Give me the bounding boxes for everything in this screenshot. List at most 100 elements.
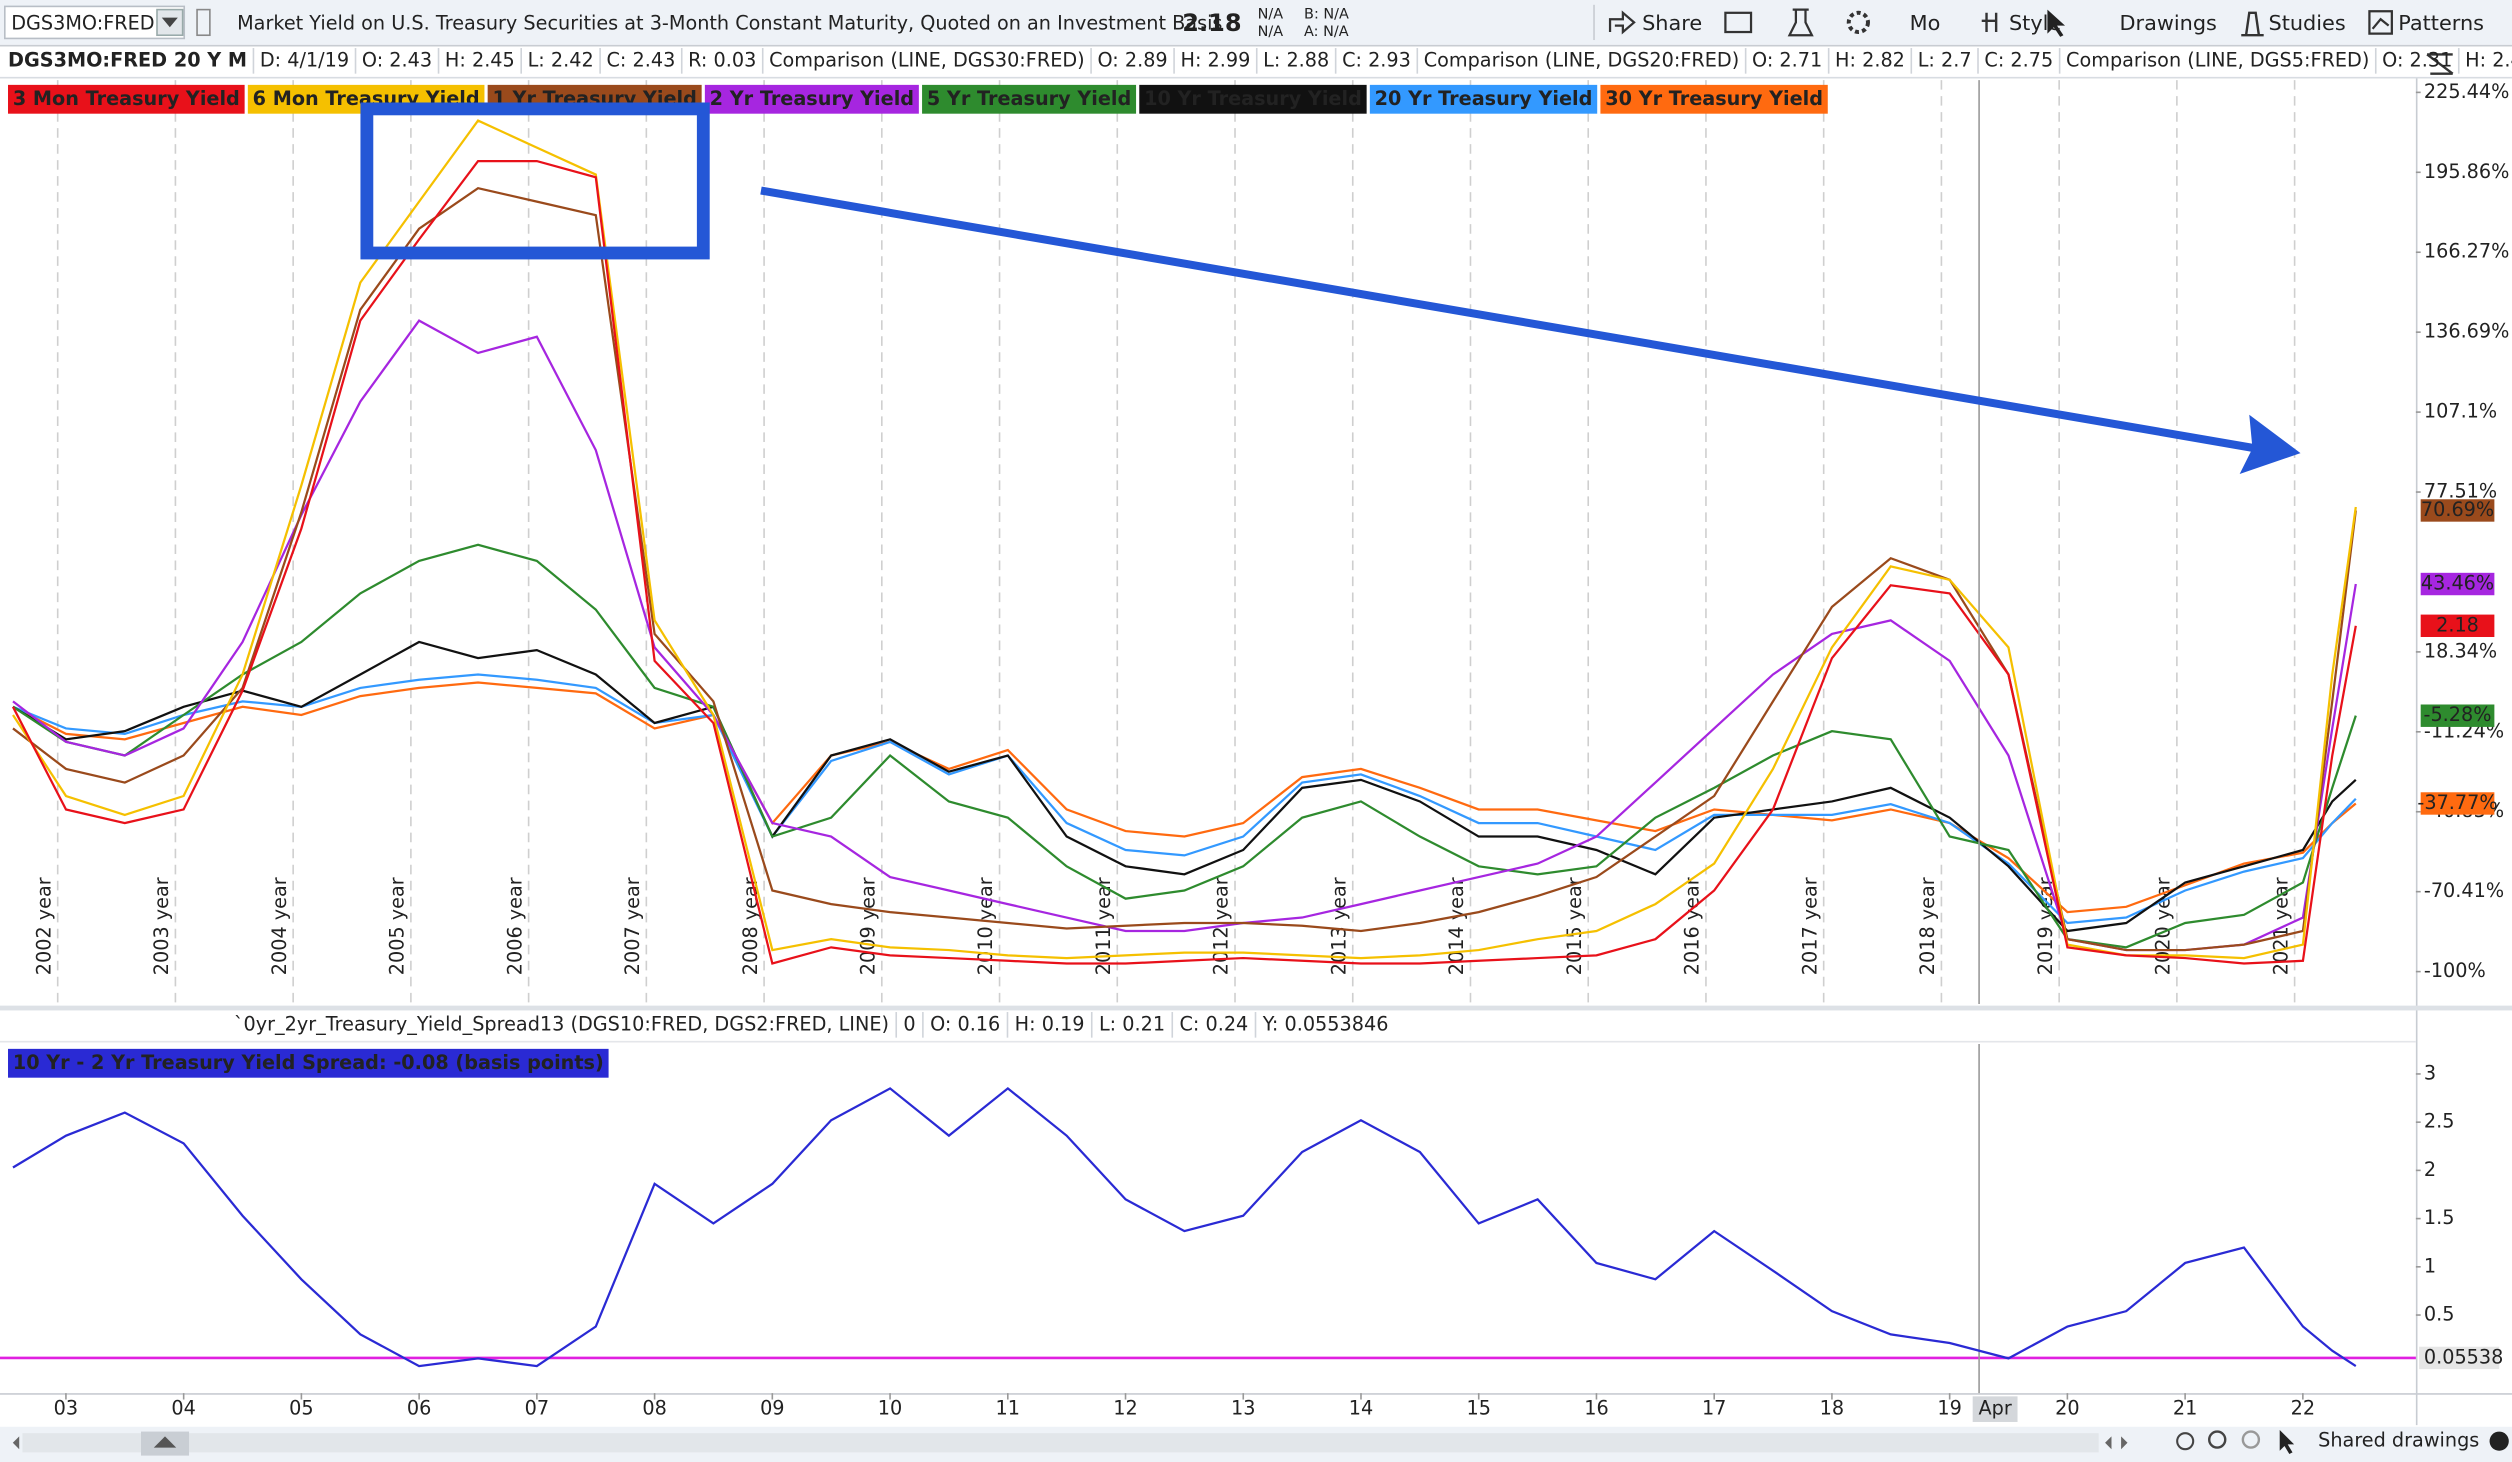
patterns-icon (2368, 10, 2393, 35)
info-item: H: 2.41 (2465, 48, 2512, 71)
crosshair-button[interactable] (2176, 1432, 2195, 1451)
toolbar-button[interactable]: Studies (2268, 11, 2345, 35)
reference-label: 0.05538 (2424, 1345, 2504, 1368)
y-tick-label: 3 (2424, 1061, 2436, 1084)
cursor-label: Apr (1978, 1397, 2011, 1420)
legend-chip[interactable] (1369, 84, 1598, 114)
symbol-box[interactable] (4, 5, 186, 40)
plots: 2002 year 2003 year 2004 year 2005 year 2006… (0, 80, 2509, 1422)
info-item: O: 2.89 (1097, 48, 1167, 71)
x-tick-label: 20 (2055, 1397, 2079, 1420)
symbol-input[interactable]: DGS3MO:FRED (11, 12, 154, 35)
cursor-button[interactable] (2279, 1429, 2295, 1454)
year-marker-label: 2002 year (32, 877, 55, 975)
toolbar-button[interactable]: Style (2009, 11, 2061, 35)
annotation-arrow[interactable] (760, 186, 2257, 453)
year-marker-label: 2013 year (1327, 877, 1350, 975)
last-value-label: -37.77% (2417, 791, 2497, 814)
x-tick-label: 07 (525, 1397, 549, 1420)
y-tick-label: 18.34% (2424, 639, 2497, 662)
help-button[interactable] (2489, 1431, 2509, 1451)
quote-item: N/A (1258, 6, 1284, 22)
info-item: DGS3MO:FRED 20 Y M (8, 48, 247, 71)
year-marker-label: 2009 year (856, 877, 879, 975)
legend-label: 2 Yr Treasury Yield (710, 87, 914, 110)
info-item: O: 2.71 (1752, 48, 1822, 71)
x-tick-label: 03 (54, 1397, 78, 1420)
legend-chip[interactable] (8, 1048, 609, 1078)
x-tick-label: 10 (878, 1397, 902, 1420)
legend-chip[interactable] (704, 84, 919, 114)
grid-icon[interactable] (1724, 11, 1753, 34)
info-item: C: 2.75 (1984, 48, 2053, 71)
info-item: Comparison (LINE, DGS20:FRED) (1424, 48, 1740, 71)
y-tick-label: 166.27% (2424, 240, 2510, 263)
x-tick-label: 19 (1937, 1397, 1961, 1420)
legend-chip[interactable] (8, 84, 245, 114)
legend-label: 10 Yr Treasury Yield (1144, 87, 1362, 110)
info-item: Comparison (LINE, DGS30:FRED) (769, 48, 1085, 71)
legend-label: 10 Yr - 2 Yr Treasury Yield Spread: -0.0… (13, 1051, 604, 1074)
toolbar-button[interactable]: Drawings (2120, 11, 2217, 35)
x-tick-label: 12 (1113, 1397, 1137, 1420)
panel-splitter[interactable] (0, 1005, 2512, 1011)
info-item: L: 2.88 (1263, 48, 1329, 71)
year-marker-label: 2018 year (1916, 877, 1939, 975)
info-item: O: 0.16 (930, 1012, 1000, 1035)
flask-icon[interactable] (1787, 8, 1814, 37)
link-icon[interactable] (196, 8, 211, 37)
zoom-in-button[interactable] (2208, 1430, 2227, 1449)
info-item: Y: 0.0553846 (1262, 1012, 1389, 1035)
symbol-description: Market Yield on U.S. Treasury Securities… (237, 12, 1222, 35)
x-tick-label: 04 (171, 1397, 195, 1420)
x-tick-label: 06 (407, 1397, 431, 1420)
shared-drawings[interactable]: Shared drawings (2318, 1429, 2479, 1452)
info-item: O: 2.31 (2382, 48, 2452, 71)
year-marker-label: 2017 year (1798, 877, 1821, 975)
toolbar-button[interactable]: Mo (1910, 11, 1941, 35)
last-value-badge (2420, 614, 2495, 638)
thumb-icon (153, 1436, 177, 1448)
series-line (12, 673, 2357, 925)
x-tick-label: 05 (289, 1397, 313, 1420)
info-item: C: 0.24 (1179, 1012, 1248, 1035)
year-marker-label: 2008 year (739, 877, 762, 975)
info-item: H: 2.82 (1835, 48, 1905, 71)
y-tick-label: 1.5 (2424, 1206, 2455, 1229)
last-value-badge (2420, 499, 2495, 522)
toolbar-button[interactable]: Patterns (2398, 11, 2484, 35)
legend-chip[interactable] (1139, 84, 1367, 114)
legend-chip[interactable] (1600, 84, 1828, 114)
x-tick-label: 11 (996, 1397, 1020, 1420)
y-tick-label: 2.5 (2424, 1110, 2455, 1133)
scroll-left[interactable] (12, 1436, 20, 1450)
legend-label: 30 Yr Treasury Yield (1605, 87, 1823, 110)
year-marker-label: 2016 year (1681, 877, 1704, 975)
x-tick-label: 22 (2291, 1397, 2315, 1420)
year-marker-label: 2004 year (268, 877, 291, 975)
toolbar (0, 0, 2512, 45)
toolbar-button[interactable]: Share (1642, 11, 1702, 35)
last-value-label: 2.18 (2436, 613, 2479, 636)
info-item: C: 2.43 (607, 48, 676, 71)
x-tick-label: 15 (1466, 1397, 1490, 1420)
settings-icon[interactable] (1846, 10, 1870, 35)
info-item: H: 0.19 (1015, 1012, 1085, 1035)
dropdown-arrow (161, 17, 178, 28)
y-tick-label: 1 (2424, 1254, 2436, 1277)
y-tick-label: 107.1% (2424, 400, 2497, 423)
annotation-box[interactable] (360, 102, 710, 260)
x-tick-label: 08 (642, 1397, 666, 1420)
reference-badge (2419, 1346, 2500, 1370)
info-item: L: 2.7 (1918, 48, 1972, 71)
last-price: 2.18 (1182, 9, 1241, 37)
zoom-icon[interactable] (2426, 53, 2454, 75)
scrollbar-track[interactable] (22, 1433, 2099, 1453)
info-item: D: 4/1/19 (260, 48, 349, 71)
zoom-out-button[interactable] (2241, 1430, 2261, 1449)
legend-chip[interactable] (922, 84, 1137, 114)
scroll-arrows[interactable] (2105, 1436, 2128, 1450)
